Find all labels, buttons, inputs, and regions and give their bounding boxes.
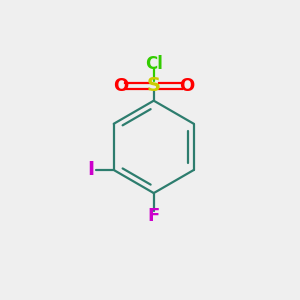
Text: O: O: [112, 77, 128, 95]
Text: F: F: [148, 207, 160, 225]
Text: S: S: [147, 76, 161, 95]
Text: O: O: [180, 77, 195, 95]
Text: I: I: [88, 160, 95, 179]
Text: Cl: Cl: [145, 55, 163, 73]
